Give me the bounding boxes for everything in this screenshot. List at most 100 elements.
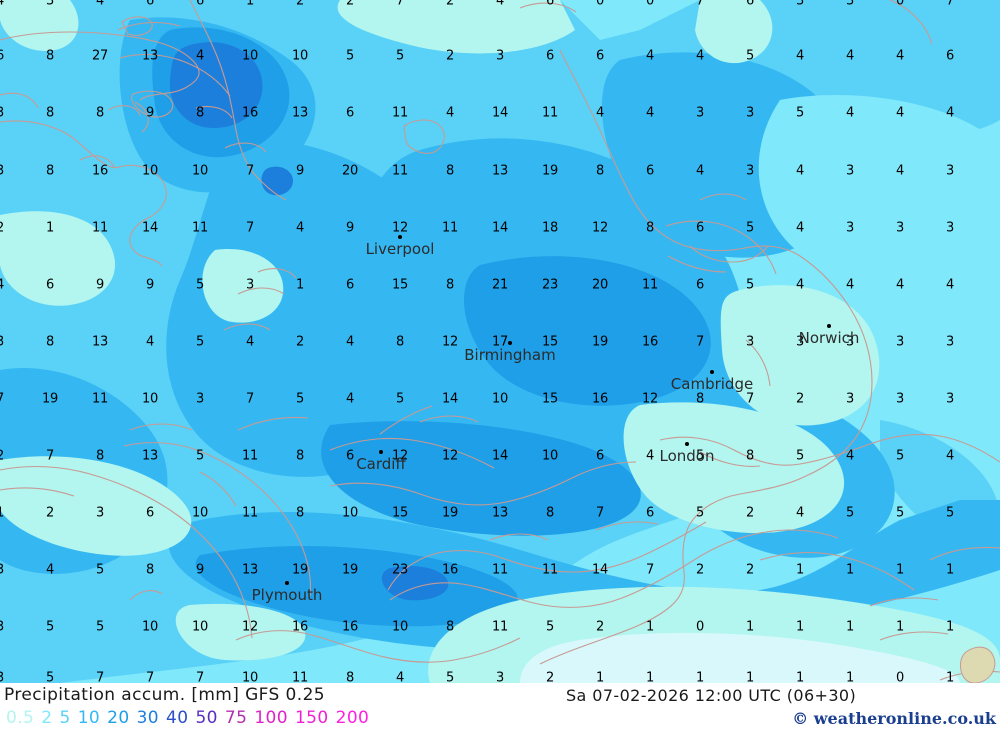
grid-value: 3 xyxy=(846,334,854,350)
grid-value: 12 xyxy=(392,448,408,464)
grid-value: 4 xyxy=(846,48,854,64)
grid-value: 5 xyxy=(746,48,754,64)
grid-value: 15 xyxy=(542,391,558,407)
grid-value: 9 xyxy=(146,105,154,121)
grid-value: 20 xyxy=(592,277,608,293)
grid-value: 1 xyxy=(0,507,4,520)
city-dot-icon xyxy=(508,341,512,345)
grid-value: 9 xyxy=(146,277,154,293)
grid-value: 15 xyxy=(392,277,408,293)
grid-value: 0 xyxy=(646,0,654,9)
city-label: Cardiff xyxy=(356,455,406,473)
grid-value: 10 xyxy=(192,505,208,521)
grid-value: 4 xyxy=(596,105,604,121)
scale-step: 200 xyxy=(335,708,370,728)
grid-value: 4 xyxy=(346,391,354,407)
grid-value: 3 xyxy=(46,0,54,9)
grid-value: 16 xyxy=(292,619,308,635)
grid-value: 1 xyxy=(46,220,54,236)
grid-value: 12 xyxy=(642,391,658,407)
grid-value: 13 xyxy=(492,505,508,521)
grid-value: 8 xyxy=(596,163,604,179)
grid-value: 2 xyxy=(0,450,4,463)
grid-value: 13 xyxy=(492,163,508,179)
grid-value: 2 xyxy=(546,670,554,684)
city-dot-icon xyxy=(685,442,689,446)
grid-value: 8 xyxy=(146,562,154,578)
grid-value: 11 xyxy=(542,105,558,121)
grid-value: 1 xyxy=(896,562,904,578)
grid-value: 3 xyxy=(496,670,504,684)
grid-value: 11 xyxy=(492,619,508,635)
grid-value: 0 xyxy=(596,0,604,9)
grid-value: 8 xyxy=(746,448,754,464)
grid-value: 1 xyxy=(796,619,804,635)
grid-value: 1 xyxy=(646,670,654,684)
grid-value: 5 xyxy=(96,562,104,578)
grid-value: 3 xyxy=(746,163,754,179)
grid-value: 11 xyxy=(642,277,658,293)
grid-value: 8 xyxy=(346,670,354,684)
grid-value: 14 xyxy=(442,391,458,407)
grid-value: 10 xyxy=(142,391,158,407)
grid-value: 2 xyxy=(296,334,304,350)
grid-value: 6 xyxy=(196,0,204,9)
grid-value: 5 xyxy=(896,505,904,521)
grid-value: 8 xyxy=(446,619,454,635)
grid-value: 19 xyxy=(592,334,608,350)
grid-value: 1 xyxy=(596,670,604,684)
grid-value: 16 xyxy=(442,562,458,578)
grid-value: 23 xyxy=(542,277,558,293)
grid-value: 4 xyxy=(46,562,54,578)
scale-step: 2 xyxy=(41,708,53,728)
grid-value: 6 xyxy=(946,48,954,64)
grid-value: 6 xyxy=(146,505,154,521)
grid-value: 4 xyxy=(696,48,704,64)
scale-step: 10 xyxy=(77,708,101,728)
city-label: Plymouth xyxy=(251,586,323,604)
grid-value: 5 xyxy=(696,505,704,521)
precipitation-shading-layer xyxy=(0,0,1000,683)
grid-value: 4 xyxy=(846,448,854,464)
grid-value: 8 xyxy=(46,163,54,179)
forecast-run-timestamp: Sa 07-02-2026 12:00 UTC (06+30) xyxy=(566,686,857,705)
grid-value: 3 xyxy=(0,621,4,634)
grid-value: 9 xyxy=(346,220,354,236)
grid-value: 10 xyxy=(242,670,258,684)
grid-value: 2 xyxy=(446,0,454,9)
grid-value: 3 xyxy=(0,672,4,684)
grid-value: 4 xyxy=(196,48,204,64)
precipitation-map[interactable]: 4346612272460076330768271341010552366445… xyxy=(0,0,1000,683)
grid-value: 2 xyxy=(0,222,4,235)
grid-value: 4 xyxy=(646,105,654,121)
city-dot-icon xyxy=(285,581,289,585)
grid-value: 4 xyxy=(146,334,154,350)
grid-value: 7 xyxy=(246,163,254,179)
grid-value: 4 xyxy=(896,105,904,121)
grid-value: 3 xyxy=(0,165,4,178)
grid-value: 4 xyxy=(896,277,904,293)
grid-value: 7 xyxy=(746,391,754,407)
grid-value: 13 xyxy=(92,334,108,350)
grid-value: 19 xyxy=(42,391,58,407)
grid-value: 15 xyxy=(392,505,408,521)
grid-value: 9 xyxy=(96,277,104,293)
grid-value: 3 xyxy=(696,105,704,121)
grid-value: 5 xyxy=(396,391,404,407)
grid-value: 4 xyxy=(796,277,804,293)
grid-value: 5 xyxy=(296,391,304,407)
grid-value: 13 xyxy=(142,48,158,64)
city-dot-icon xyxy=(398,235,402,239)
grid-value: 14 xyxy=(492,220,508,236)
scale-step: 5 xyxy=(59,708,71,728)
grid-value: 5 xyxy=(196,277,204,293)
grid-value: 10 xyxy=(242,48,258,64)
city-label: London xyxy=(659,447,715,465)
grid-value: 21 xyxy=(492,277,508,293)
grid-value: 11 xyxy=(542,562,558,578)
scale-step: 50 xyxy=(195,708,218,728)
grid-value: 10 xyxy=(142,619,158,635)
grid-value: 23 xyxy=(392,562,408,578)
grid-value: 5 xyxy=(196,448,204,464)
grid-value: 14 xyxy=(142,220,158,236)
